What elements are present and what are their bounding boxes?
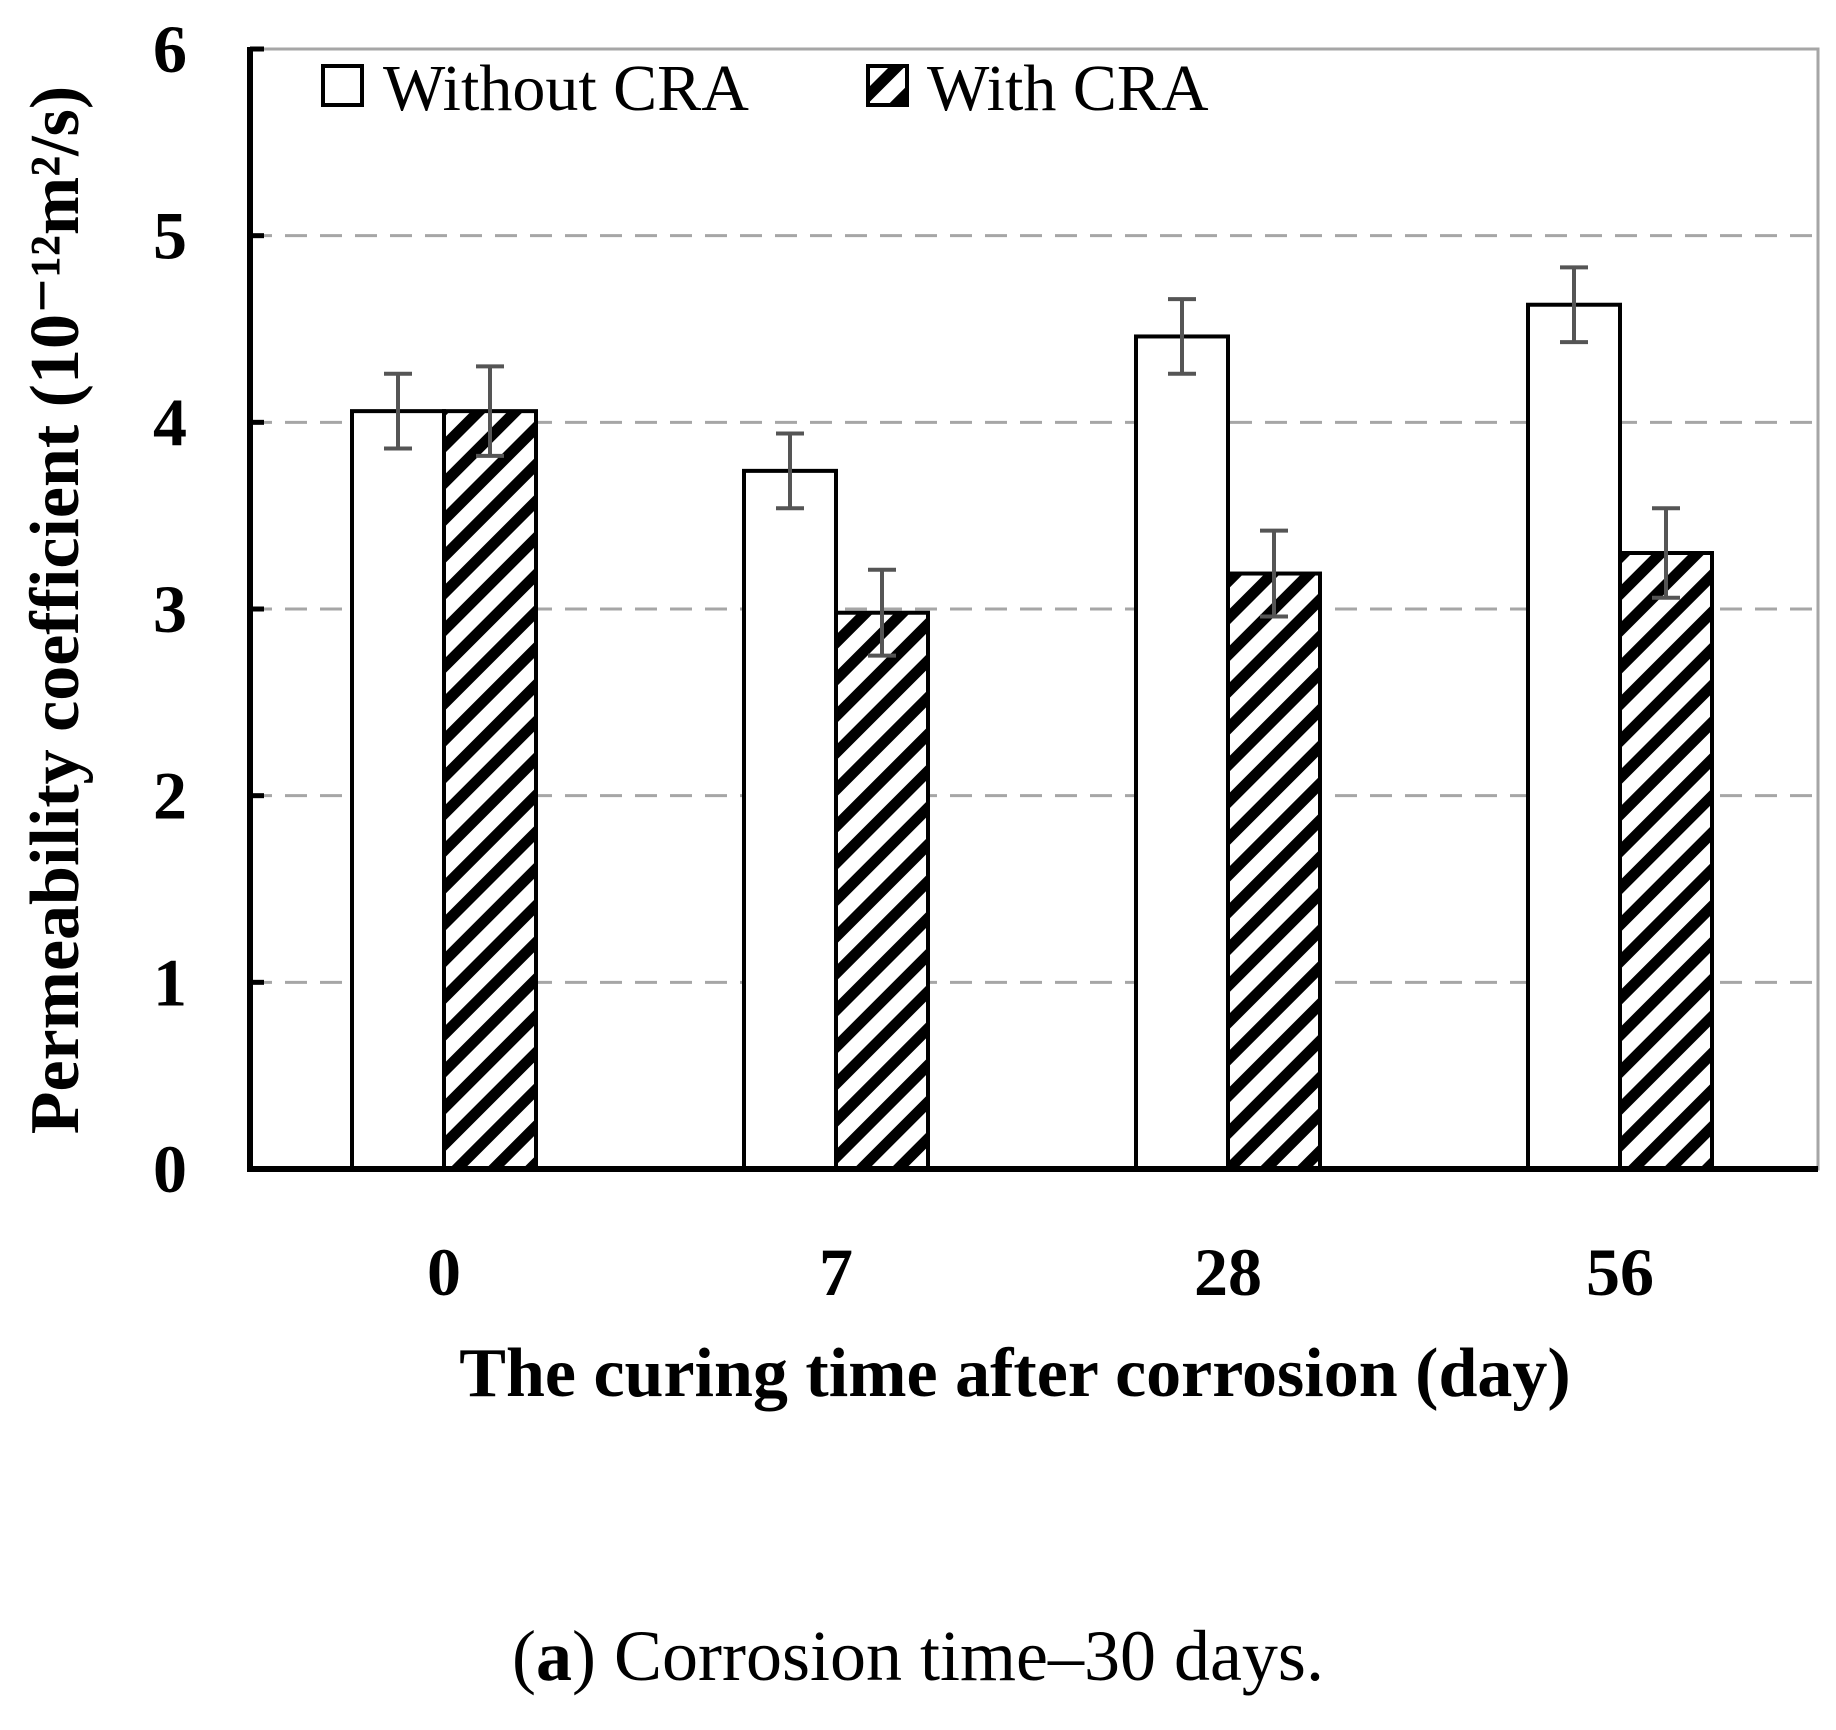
bar-without-cra — [1134, 334, 1230, 1171]
caption-label: a — [536, 1616, 573, 1696]
bar-with-cra — [1226, 571, 1322, 1171]
y-axis-title: Permeability coefficient (10⁻¹²m²/s) — [17, 86, 94, 1134]
caption-open-paren: ( — [512, 1616, 537, 1696]
bar-with-cra — [1618, 551, 1714, 1171]
y-tick-label: 6 — [153, 11, 187, 87]
legend-label-without-cra: Without CRA — [383, 52, 749, 125]
y-tick-label: 2 — [153, 758, 187, 834]
legend-label-with-cra: With CRA — [927, 52, 1209, 125]
x-ticks: 0 7 28 56 — [427, 1234, 1654, 1310]
y-tick-label: 3 — [153, 571, 187, 647]
legend: Without CRA With CRA — [321, 52, 1209, 125]
bar-without-cra — [350, 409, 446, 1171]
x-tick-label: 7 — [819, 1234, 853, 1310]
bar-with-cra — [442, 409, 538, 1171]
error-bars — [384, 265, 1680, 658]
y-ticks: 0 1 2 3 4 5 6 — [153, 11, 264, 1207]
legend-swatch-with-cra — [866, 64, 909, 107]
caption-text: ) Corrosion time–30 days. — [572, 1616, 1324, 1696]
y-tick-label: 5 — [153, 198, 187, 274]
x-tick-label: 56 — [1586, 1234, 1654, 1310]
x-axis-title: The curing time after corrosion (day) — [459, 1335, 1570, 1412]
x-tick-label: 28 — [1194, 1234, 1262, 1310]
y-tick-label: 1 — [153, 944, 187, 1020]
bars — [350, 302, 1714, 1172]
y-tick-label: 0 — [153, 1131, 187, 1207]
y-tick-label: 4 — [153, 384, 187, 460]
bar-with-cra — [834, 610, 930, 1171]
x-tick-label: 0 — [427, 1234, 461, 1310]
figure-caption: (a) Corrosion time–30 days. — [0, 1615, 1836, 1698]
bar-without-cra — [1526, 302, 1622, 1171]
legend-swatch-without-cra — [321, 64, 364, 107]
bar-without-cra — [742, 468, 838, 1172]
